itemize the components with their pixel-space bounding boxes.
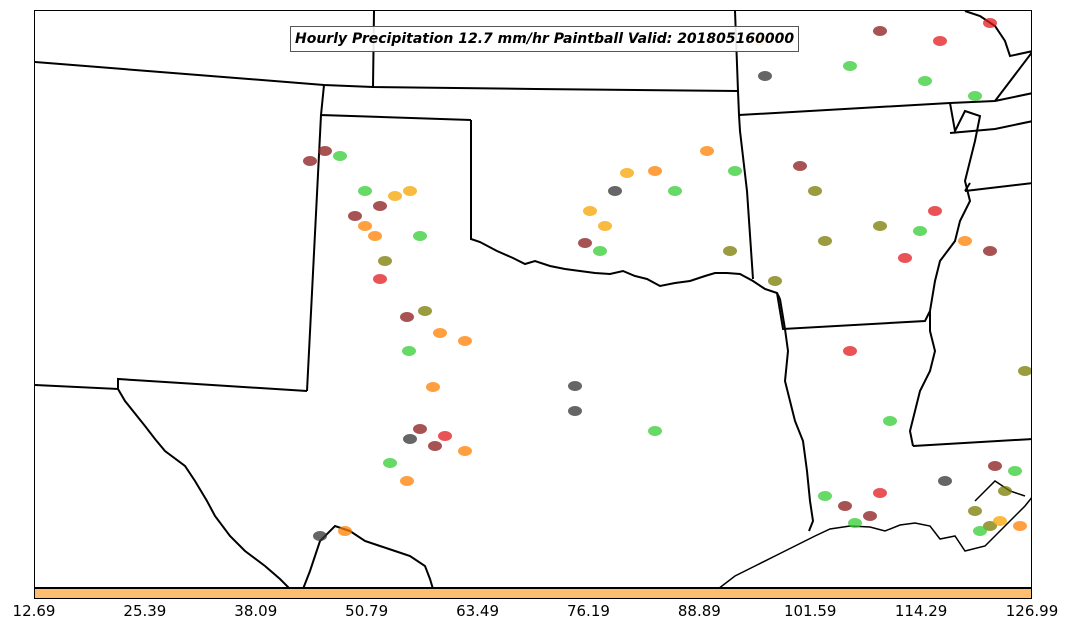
colorbar-tick-label: 50.79	[345, 602, 389, 620]
colorbar-tick-label: 114.29	[894, 602, 948, 620]
colorbar-tick-label: 76.19	[566, 602, 610, 620]
new-mexico-texas-border	[306, 114, 322, 392]
precip-cell	[403, 434, 417, 444]
precip-cell	[388, 191, 402, 201]
colorbar-tick-label: 38.09	[234, 602, 278, 620]
precip-cell	[368, 231, 382, 241]
precip-cell	[426, 382, 440, 392]
state-boundaries	[35, 11, 1031, 587]
precip-cell	[668, 186, 682, 196]
precip-cell	[583, 206, 597, 216]
precip-cell	[593, 246, 607, 256]
precip-cell	[933, 36, 947, 46]
precip-cell	[598, 221, 612, 231]
nebraska-kansas-border	[35, 61, 739, 92]
precip-cell	[818, 236, 832, 246]
precip-cell	[313, 531, 327, 541]
precip-cell	[378, 256, 392, 266]
precip-cell	[863, 511, 877, 521]
precip-cell	[728, 166, 742, 176]
precip-cell	[808, 186, 822, 196]
precip-cell	[973, 526, 987, 536]
precip-cell	[358, 221, 372, 231]
precip-cell	[848, 518, 862, 528]
precip-cell	[373, 274, 387, 284]
precip-cell	[723, 246, 737, 256]
colorbar	[34, 588, 1032, 599]
red-river-border	[470, 120, 781, 300]
precip-cell	[568, 381, 582, 391]
precip-cell	[838, 501, 852, 511]
precip-cell	[843, 346, 857, 356]
precip-cell	[303, 156, 317, 166]
precip-cell	[913, 226, 927, 236]
precip-cell	[928, 206, 942, 216]
precip-cell	[438, 431, 452, 441]
precip-cell	[843, 61, 857, 71]
gulf-coastline	[719, 480, 1031, 587]
precip-cell	[983, 521, 997, 531]
rio-grande	[117, 388, 290, 587]
precip-cell	[620, 168, 634, 178]
precip-cell	[1008, 466, 1022, 476]
precip-cell	[413, 424, 427, 434]
arkansas-louisiana-border	[776, 292, 931, 331]
precip-cell	[608, 186, 622, 196]
precip-cell	[648, 426, 662, 436]
precipitation-blobs	[303, 18, 1031, 541]
precip-cell	[968, 91, 982, 101]
precip-cell	[873, 488, 887, 498]
colorbar-tick-label: 12.69	[12, 602, 56, 620]
map-panel: Hourly Precipitation 12.7 mm/hr Paintbal…	[34, 10, 1032, 588]
precip-cell	[578, 238, 592, 248]
precip-cell	[983, 246, 997, 256]
precip-cell	[818, 491, 832, 501]
colorbar-tick-label: 63.49	[456, 602, 500, 620]
precip-cell	[938, 476, 952, 486]
map-title: Hourly Precipitation 12.7 mm/hr Paintbal…	[290, 26, 800, 52]
precip-cell	[958, 236, 972, 246]
precip-cell	[873, 221, 887, 231]
precip-cell	[400, 312, 414, 322]
precip-cell	[333, 151, 347, 161]
colorbar-tick-label: 88.89	[677, 602, 721, 620]
precip-cell	[758, 71, 772, 81]
precip-cell	[458, 446, 472, 456]
precip-cell	[403, 186, 417, 196]
precip-cell	[988, 461, 1002, 471]
precip-cell	[358, 186, 372, 196]
precip-cell	[402, 346, 416, 356]
precip-cell	[338, 526, 352, 536]
colorbar-tick-label: 25.39	[123, 602, 167, 620]
precip-cell	[983, 18, 997, 28]
precip-cell	[793, 161, 807, 171]
precip-cell	[998, 486, 1012, 496]
precip-cell	[873, 26, 887, 36]
colorbar-tick-label: 101.59	[783, 602, 837, 620]
precip-cell	[373, 201, 387, 211]
precip-cell	[768, 276, 782, 286]
precip-cell	[418, 306, 432, 316]
precip-cell	[383, 458, 397, 468]
precip-cell	[918, 76, 932, 86]
precip-cell	[433, 328, 447, 338]
precip-cell	[400, 476, 414, 486]
precip-cell	[348, 211, 362, 221]
mississippi-river	[908, 102, 982, 447]
precip-cell	[413, 231, 427, 241]
precip-cell	[568, 406, 582, 416]
state-boundary-map	[35, 11, 1031, 587]
precip-cell	[700, 146, 714, 156]
precip-cell	[968, 506, 982, 516]
precip-cell	[898, 253, 912, 263]
precip-cell	[1013, 521, 1027, 531]
precip-cell	[458, 336, 472, 346]
precip-cell	[1018, 366, 1031, 376]
precip-cell	[883, 416, 897, 426]
precip-cell	[993, 516, 1007, 526]
colorbar-tick-label: 126.99	[1005, 602, 1059, 620]
precip-cell	[428, 441, 442, 451]
precip-cell	[648, 166, 662, 176]
precip-cell	[318, 146, 332, 156]
